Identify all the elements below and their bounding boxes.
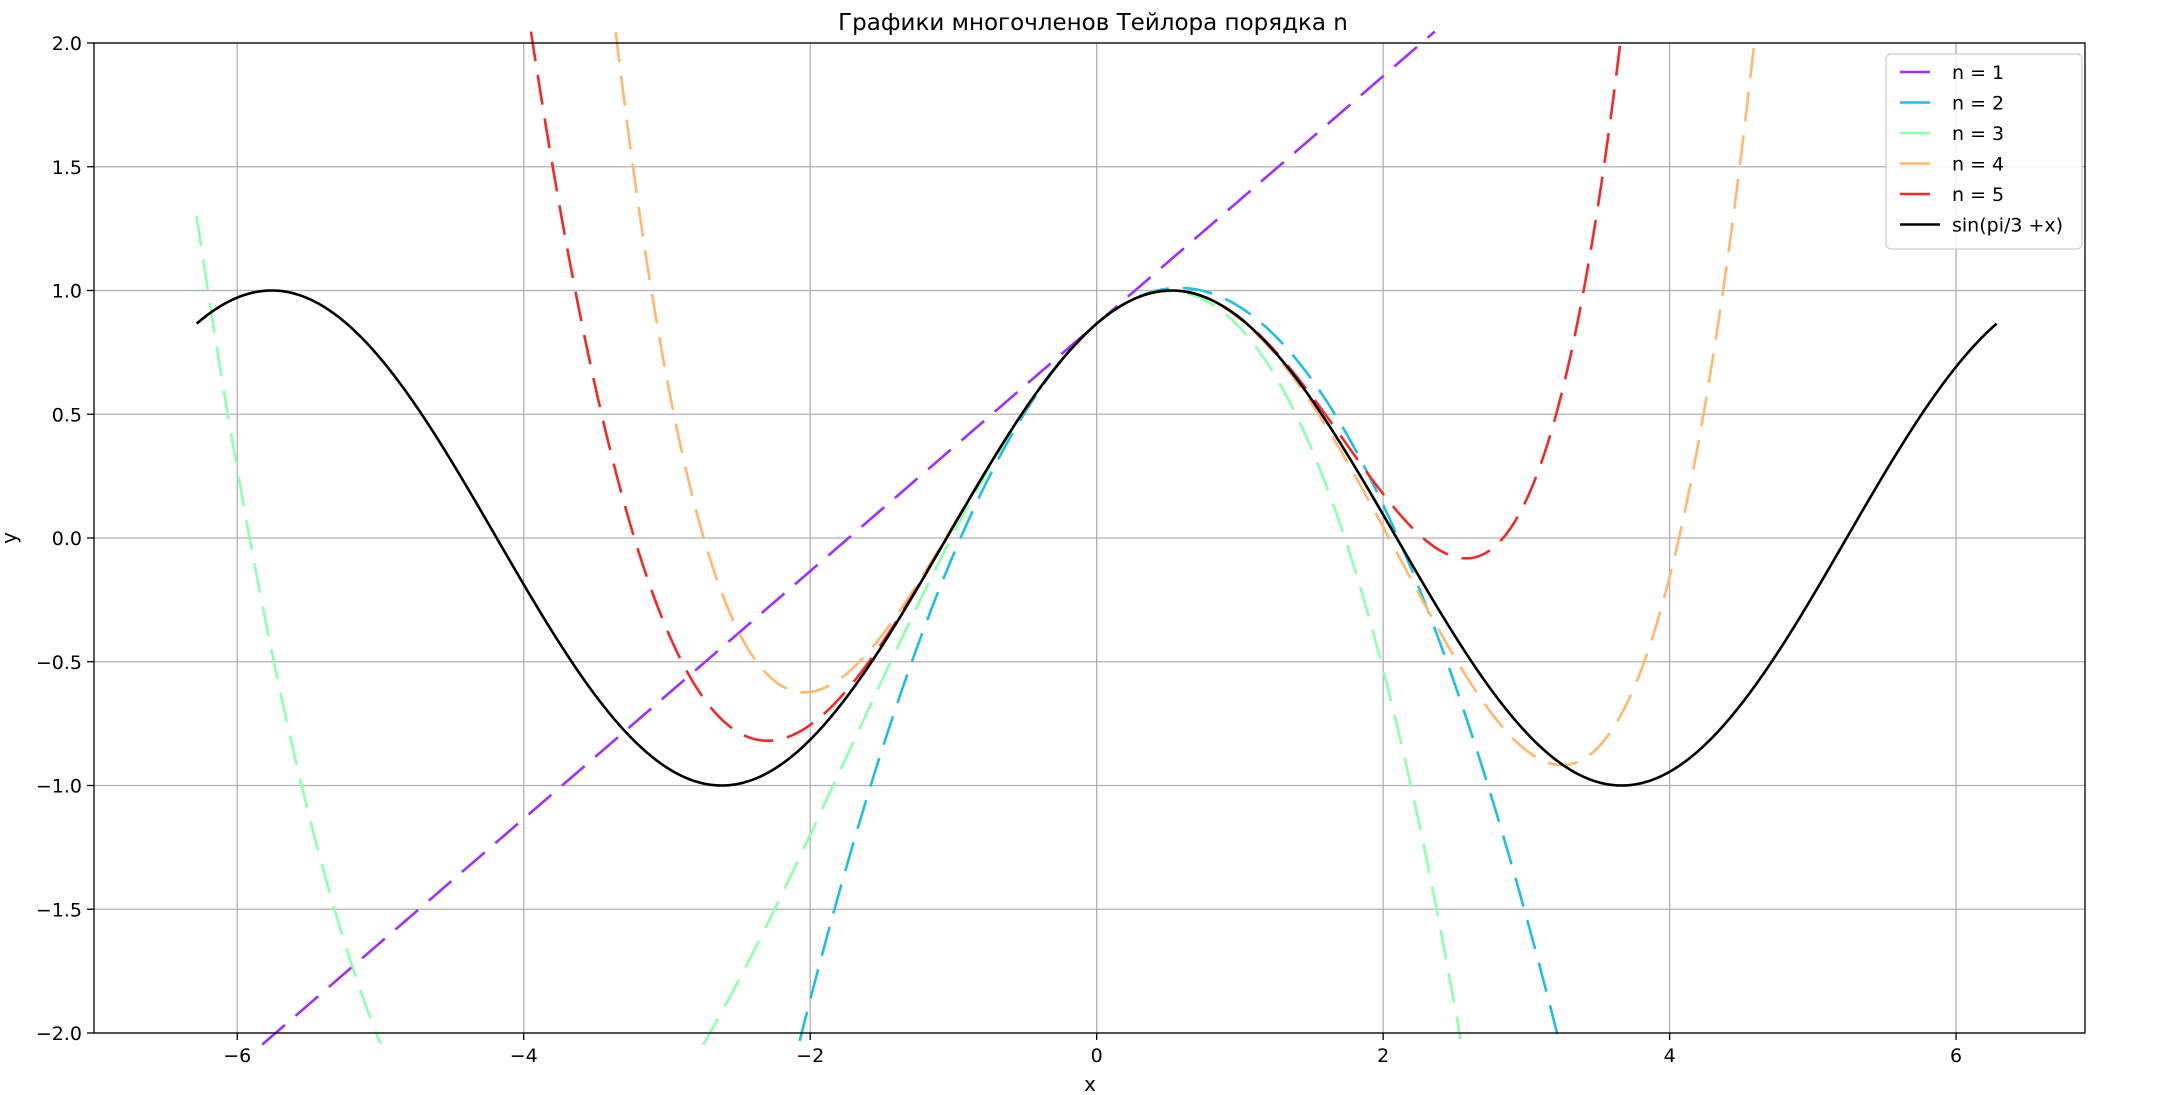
y-tick-label-6: 1.0: [52, 281, 82, 303]
legend-label-5: sin(pi/3 +x): [1952, 215, 2063, 237]
series-line-n1: [261, 30, 1436, 1046]
y-axis-label: y: [0, 532, 21, 544]
series-layer: [195, 30, 1998, 1046]
legend-label-0: n = 1: [1952, 62, 2004, 84]
x-tick-label-0: −6: [223, 1045, 251, 1067]
series-line-n5: [529, 31, 1623, 743]
x-tick-label-5: 4: [1664, 1045, 1676, 1067]
x-tick-label-1: −4: [510, 1045, 538, 1067]
y-tick-label-0: −2.0: [36, 1023, 82, 1045]
y-tick-label-1: −1.5: [36, 899, 82, 921]
ticks: −6 −4 −2 0 2 4 6 −2.0 −1.5 −1.0 −0.5 0.0 0.5 1.0 1.5 2.…: [36, 33, 1962, 1067]
legend: n = 1 n = 2 n = 3 n = 4 n = 5 sin(pi/3 +x): [1885, 53, 2083, 250]
legend-label-1: n = 2: [1952, 93, 2004, 115]
y-tick-label-4: 0.0: [52, 528, 82, 550]
legend-box: [1885, 53, 2083, 250]
chart-title: Графики многочленов Тейлора порядка n: [838, 10, 1348, 36]
x-tick-label-3: 0: [1091, 1045, 1103, 1067]
series-line-n2: [798, 286, 1561, 1044]
legend-label-2: n = 3: [1952, 123, 2004, 145]
legend-label-4: n = 5: [1952, 184, 2004, 206]
y-tick-label-3: −0.5: [36, 652, 82, 674]
grid: [94, 42, 2085, 1034]
x-tick-label-6: 6: [1950, 1045, 1962, 1067]
y-tick-label-5: 0.5: [52, 404, 82, 426]
x-axis-label: x: [1084, 1072, 1096, 1095]
x-tick-label-2: −2: [796, 1045, 824, 1067]
legend-label-3: n = 4: [1952, 154, 2004, 176]
y-tick-label-7: 1.5: [52, 157, 82, 179]
y-tick-label-2: −1.0: [36, 776, 82, 798]
y-tick-label-8: 2.0: [52, 33, 82, 55]
x-tick-label-4: 2: [1377, 1045, 1389, 1067]
series-line-sin: [195, 289, 1998, 787]
series-line-n4: [614, 32, 1757, 767]
series-line-n3: [195, 215, 1462, 1046]
